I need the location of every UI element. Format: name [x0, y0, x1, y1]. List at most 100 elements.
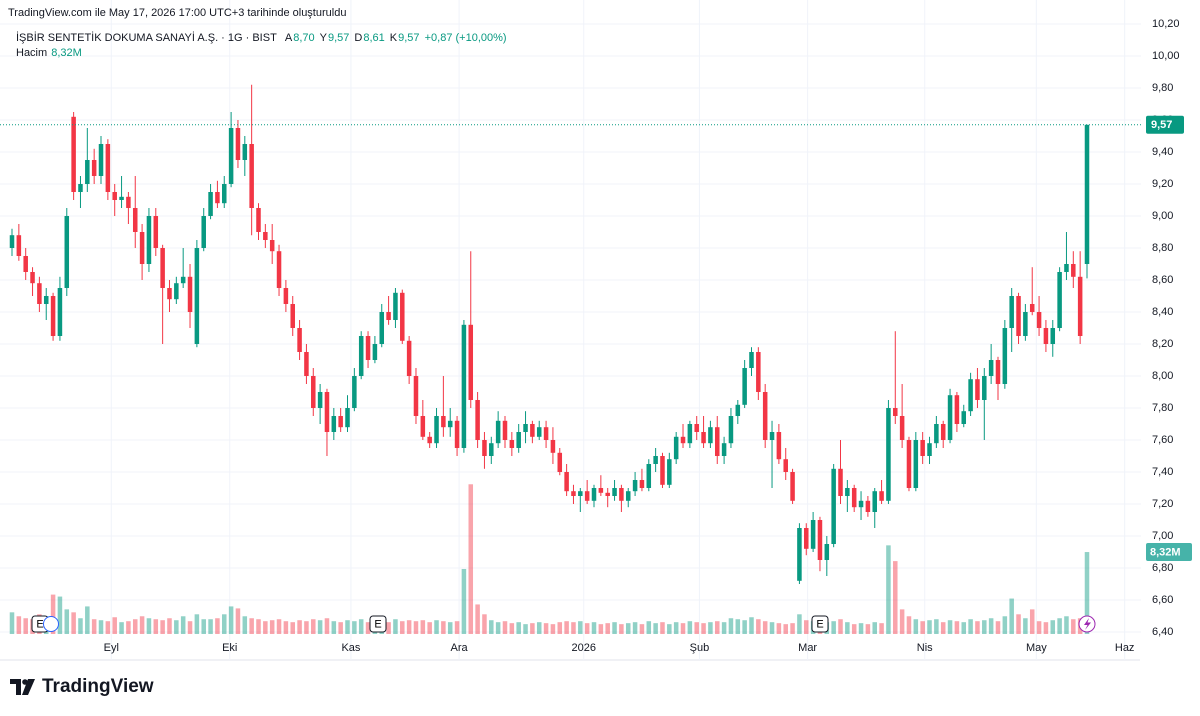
- candle-body: [365, 336, 371, 360]
- volume-bar: [276, 619, 282, 634]
- candle-body: [865, 500, 871, 512]
- last-price-tag: [1146, 115, 1184, 134]
- candle-body: [694, 424, 699, 432]
- candle-body: [509, 440, 515, 448]
- volume-bar: [406, 620, 412, 634]
- candle-body: [201, 216, 206, 248]
- volume-bar: [9, 612, 15, 634]
- candle-body: [1084, 124, 1090, 264]
- volume-bar: [400, 621, 405, 634]
- candle-body: [146, 216, 152, 264]
- y-tick-label: 7,60: [1152, 434, 1173, 446]
- candle-body: [187, 276, 193, 312]
- volume-bar: [495, 622, 501, 634]
- volume-bar: [235, 608, 241, 634]
- volume-bar: [1084, 552, 1090, 634]
- volume-bar: [358, 619, 364, 634]
- y-tick-label: 6,80: [1152, 562, 1173, 574]
- candle-body: [91, 160, 97, 176]
- header-title: TradingView.com ile May 17, 2026 17:00 U…: [8, 7, 347, 19]
- candle-body: [639, 480, 645, 488]
- candle-body: [653, 456, 658, 464]
- candle-body: [331, 416, 337, 432]
- grid: [0, 0, 1141, 660]
- volume-bar: [530, 623, 535, 634]
- volume-bar: [804, 620, 809, 634]
- candle-body: [858, 500, 864, 508]
- event-badge[interactable]: [369, 615, 387, 633]
- legend: İŞBİR SENTETİK DOKUMA SANAYİ A.Ş. · 1G ·…: [16, 31, 508, 61]
- candle-body: [502, 420, 508, 440]
- volume-bar: [297, 620, 302, 634]
- volume-bar: [762, 621, 768, 634]
- volume-bar: [105, 621, 111, 634]
- ohlc-key: Y: [319, 32, 327, 44]
- volume-bar: [475, 604, 480, 634]
- volume-bar: [680, 623, 686, 634]
- candle-body: [23, 256, 28, 272]
- y-tick-label: 7,20: [1152, 498, 1173, 510]
- event-label[interactable]: E: [374, 618, 381, 630]
- y-tick-label: 6,60: [1152, 594, 1173, 606]
- candle-body: [530, 424, 535, 437]
- volume-bar: [591, 622, 597, 634]
- volume-bar: [968, 619, 973, 634]
- volume-bar: [331, 621, 337, 634]
- candle-body: [845, 488, 850, 496]
- candle-body: [899, 416, 905, 440]
- volume-bar: [660, 622, 665, 634]
- event-label[interactable]: E: [36, 618, 43, 630]
- volume-bar: [838, 619, 843, 634]
- candle-body: [85, 160, 90, 184]
- last-price-label: 9,57: [1151, 119, 1172, 131]
- volume-bar: [776, 623, 782, 634]
- volume-bar: [988, 618, 994, 634]
- volume-bar: [139, 616, 145, 634]
- volume-bar: [749, 617, 754, 634]
- y-tick-label: 7,40: [1152, 466, 1173, 478]
- x-tick-label: Haz: [1115, 642, 1135, 654]
- volume-bar: [721, 622, 727, 634]
- volume-bar: [571, 622, 576, 634]
- volume-bar: [180, 616, 186, 634]
- candle-body: [550, 440, 556, 453]
- candle-body: [872, 491, 877, 512]
- candle-body: [721, 443, 727, 456]
- volume-bar: [605, 623, 610, 634]
- candle-body: [536, 427, 542, 437]
- volume-bar: [735, 619, 741, 634]
- x-tick-label: Şub: [690, 642, 710, 654]
- volume-bar: [646, 621, 652, 634]
- volume-bar: [975, 621, 980, 634]
- volume-bar: [701, 623, 706, 634]
- volume-bar: [283, 621, 289, 634]
- volume-bar: [879, 623, 884, 634]
- candle-body: [523, 424, 528, 432]
- volume-bar: [160, 620, 165, 634]
- volume-bar: [920, 621, 925, 634]
- volume-bar: [934, 619, 939, 634]
- event-badge[interactable]: [811, 615, 829, 633]
- event-label[interactable]: E: [816, 618, 823, 630]
- dividend-badge[interactable]: [43, 616, 59, 632]
- candle-body: [139, 232, 145, 264]
- candle-body: [263, 232, 268, 240]
- y-tick-label: 10,00: [1152, 50, 1180, 62]
- volume-bar: [98, 620, 104, 634]
- x-tick-label: May: [1026, 642, 1047, 654]
- volume-bar: [1050, 620, 1056, 634]
- candle-body: [57, 288, 63, 336]
- ohlc-key: A: [284, 32, 293, 44]
- candle-body: [584, 491, 590, 501]
- candle-body: [810, 520, 816, 549]
- volume-bar: [85, 606, 90, 634]
- candle-body: [673, 436, 679, 460]
- candle-body: [495, 420, 501, 444]
- volume-bar: [1043, 622, 1049, 634]
- volume-bar: [208, 619, 213, 634]
- y-tick-label: 8,80: [1152, 242, 1173, 254]
- candle-body: [180, 276, 186, 284]
- candle-body: [1071, 264, 1076, 277]
- price-axis: 6,40 6,60 6,80 7,00 7,20 7,40 7,60 7,80 8,00 8,20…: [104, 18, 1192, 654]
